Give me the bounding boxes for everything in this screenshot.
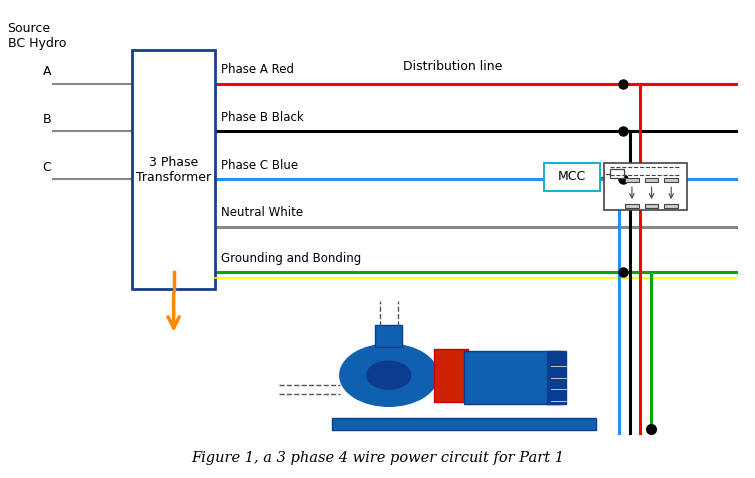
Text: Neutral White: Neutral White bbox=[221, 206, 304, 219]
Text: B: B bbox=[43, 113, 51, 126]
Bar bbox=[645, 178, 658, 182]
Circle shape bbox=[340, 344, 438, 406]
Bar bbox=[434, 349, 468, 402]
Bar bbox=[625, 205, 639, 208]
Bar bbox=[132, 50, 215, 289]
Bar bbox=[544, 163, 600, 191]
Bar bbox=[645, 205, 658, 208]
Text: Grounding and Bonding: Grounding and Bonding bbox=[221, 252, 362, 265]
Bar bbox=[625, 178, 639, 182]
Bar bbox=[664, 178, 678, 182]
Circle shape bbox=[367, 361, 411, 389]
Text: Phase A Red: Phase A Red bbox=[221, 63, 294, 76]
Text: Distribution line: Distribution line bbox=[403, 60, 503, 73]
Text: Phase B Black: Phase B Black bbox=[221, 111, 304, 124]
Text: C: C bbox=[42, 161, 51, 174]
Bar bbox=[332, 418, 596, 430]
Text: A: A bbox=[43, 65, 51, 78]
Text: MCC: MCC bbox=[558, 170, 586, 184]
Text: Source
BC Hydro: Source BC Hydro bbox=[8, 22, 66, 50]
Text: Phase C Blue: Phase C Blue bbox=[221, 159, 298, 172]
Bar bbox=[547, 351, 566, 404]
Bar bbox=[604, 163, 687, 210]
Bar bbox=[464, 351, 562, 404]
Bar bbox=[375, 325, 402, 347]
Text: Figure 1, a 3 phase 4 wire power circuit for Part 1: Figure 1, a 3 phase 4 wire power circuit… bbox=[191, 451, 564, 465]
Text: 3 Phase
Transformer: 3 Phase Transformer bbox=[136, 156, 211, 184]
Bar bbox=[610, 169, 624, 178]
Bar bbox=[664, 205, 678, 208]
